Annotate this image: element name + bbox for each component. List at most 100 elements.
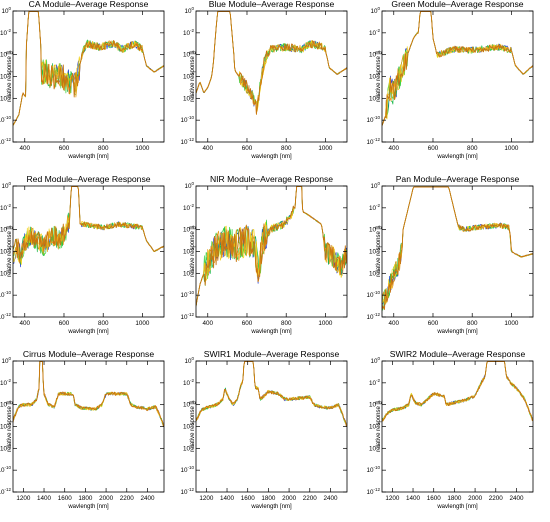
chart-title: Blue Module–Average Response bbox=[209, 0, 335, 9]
series-line bbox=[196, 361, 347, 427]
y-tick-label: 100 bbox=[1, 356, 11, 365]
series-line bbox=[382, 186, 533, 307]
x-tick-label: 600 bbox=[428, 320, 439, 327]
y-tick-label: 10-8 bbox=[369, 93, 381, 102]
series-line bbox=[13, 11, 164, 126]
x-tick-label: 2400 bbox=[140, 495, 155, 502]
y-tick-label: 10-10 bbox=[0, 115, 11, 124]
x-tick-label: 400 bbox=[20, 145, 31, 152]
y-tick-label: 10-8 bbox=[369, 268, 381, 277]
x-tick-label: 1400 bbox=[220, 495, 235, 502]
y-tick-label: 100 bbox=[1, 6, 11, 15]
y-tick-label: 10-10 bbox=[180, 465, 194, 474]
series-line bbox=[13, 361, 164, 427]
y-tick-label: 100 bbox=[370, 6, 380, 15]
x-axis-label: wavlength [nm] bbox=[436, 154, 478, 160]
series-line bbox=[196, 11, 347, 110]
chart-title: Pan Module–Average Response bbox=[396, 174, 520, 184]
series-line bbox=[196, 11, 347, 115]
x-tick-label: 400 bbox=[203, 320, 214, 327]
x-tick-label: 400 bbox=[20, 320, 31, 327]
y-tick-label: 10-6 bbox=[0, 422, 11, 431]
y-tick-label: 10-12 bbox=[180, 137, 194, 146]
panel-1: CA Module–Average Response 400 600 800 1000 1… bbox=[0, 0, 165, 160]
x-tick-label: 600 bbox=[242, 145, 253, 152]
y-tick-label: 10-4 bbox=[0, 400, 11, 409]
x-axis-label: wavlength [nm] bbox=[250, 504, 292, 510]
chart-title: Green Module–Average Response bbox=[391, 0, 523, 9]
series-line bbox=[13, 186, 164, 264]
y-tick-label: 100 bbox=[370, 356, 380, 365]
y-tick-label: 10-2 bbox=[0, 28, 11, 37]
x-tick-label: 1200 bbox=[385, 495, 400, 502]
series-line bbox=[13, 361, 164, 427]
x-tick-label: 2200 bbox=[120, 495, 135, 502]
x-tick-label: 1000 bbox=[135, 320, 150, 327]
x-tick-label: 1400 bbox=[406, 495, 421, 502]
y-tick-label: 10-4 bbox=[369, 400, 381, 409]
x-tick-label: 800 bbox=[467, 320, 478, 327]
y-tick-label: 10-6 bbox=[369, 247, 381, 256]
y-tick-label: 10-6 bbox=[0, 72, 11, 81]
series-line bbox=[196, 11, 347, 115]
x-tick-label: 800 bbox=[281, 145, 292, 152]
y-tick-label: 10-6 bbox=[183, 422, 195, 431]
y-tick-label: 10-6 bbox=[369, 72, 381, 81]
series-line bbox=[13, 11, 164, 126]
chart-title: SWIR1 Module–Average Response bbox=[204, 349, 340, 359]
series-line bbox=[382, 361, 533, 421]
y-tick-label: 10-12 bbox=[180, 312, 194, 321]
series-line bbox=[382, 361, 533, 422]
y-tick-label: 10-8 bbox=[369, 443, 381, 452]
plot-frame bbox=[12, 360, 165, 493]
y-tick-label: 10-6 bbox=[183, 72, 195, 81]
x-axis-label: wavlength [nm] bbox=[250, 154, 292, 160]
x-tick-label: 2200 bbox=[303, 495, 318, 502]
x-axis-label: wavlength [nm] bbox=[436, 504, 478, 510]
y-tick-label: 10-6 bbox=[183, 247, 195, 256]
y-tick-label: 100 bbox=[370, 181, 380, 190]
y-axis-label: relative response [] bbox=[7, 226, 13, 277]
x-tick-label: 1000 bbox=[504, 320, 519, 327]
plot-frame bbox=[12, 10, 165, 143]
x-tick-label: 800 bbox=[281, 320, 292, 327]
series-line bbox=[196, 11, 347, 112]
x-axis-label: wavlength [nm] bbox=[250, 329, 292, 335]
series-line bbox=[13, 11, 164, 126]
series-line bbox=[382, 186, 533, 305]
y-tick-label: 10-10 bbox=[180, 290, 194, 299]
y-tick-label: 10-12 bbox=[366, 487, 380, 496]
y-tick-label: 10-12 bbox=[366, 312, 380, 321]
y-tick-label: 10-8 bbox=[183, 93, 195, 102]
series-line bbox=[382, 186, 533, 310]
y-tick-label: 10-10 bbox=[366, 465, 380, 474]
panel-6: Pan Module–Average Response 400 600 800 1000… bbox=[366, 174, 534, 335]
plot-frame bbox=[381, 360, 534, 493]
series-line bbox=[13, 11, 164, 126]
x-tick-label: 800 bbox=[98, 145, 109, 152]
y-tick-label: 10-8 bbox=[183, 443, 195, 452]
y-tick-label: 10-2 bbox=[0, 378, 11, 387]
panel-2: Blue Module–Average Response 400 600 800 100… bbox=[180, 0, 348, 160]
y-tick-label: 10-4 bbox=[183, 50, 195, 59]
y-axis-label: relative response [] bbox=[190, 51, 196, 102]
x-tick-label: 1000 bbox=[504, 145, 519, 152]
y-tick-label: 10-8 bbox=[0, 268, 11, 277]
x-tick-label: 1400 bbox=[37, 495, 52, 502]
x-tick-label: 1800 bbox=[447, 495, 462, 502]
series-line bbox=[13, 361, 164, 427]
x-tick-label: 1200 bbox=[16, 495, 31, 502]
x-tick-label: 600 bbox=[59, 145, 70, 152]
x-axis-label: wavlength [nm] bbox=[67, 329, 109, 335]
y-tick-label: 10-12 bbox=[180, 487, 194, 496]
y-tick-label: 10-6 bbox=[369, 422, 381, 431]
series-line bbox=[196, 186, 347, 307]
series-line bbox=[382, 11, 533, 126]
x-tick-label: 2000 bbox=[282, 495, 297, 502]
x-axis-label: wavlength [nm] bbox=[67, 504, 109, 510]
y-tick-label: 10-10 bbox=[366, 290, 380, 299]
y-axis-label: relative response [] bbox=[7, 401, 13, 452]
y-tick-label: 10-12 bbox=[366, 137, 380, 146]
x-tick-label: 1000 bbox=[135, 145, 150, 152]
